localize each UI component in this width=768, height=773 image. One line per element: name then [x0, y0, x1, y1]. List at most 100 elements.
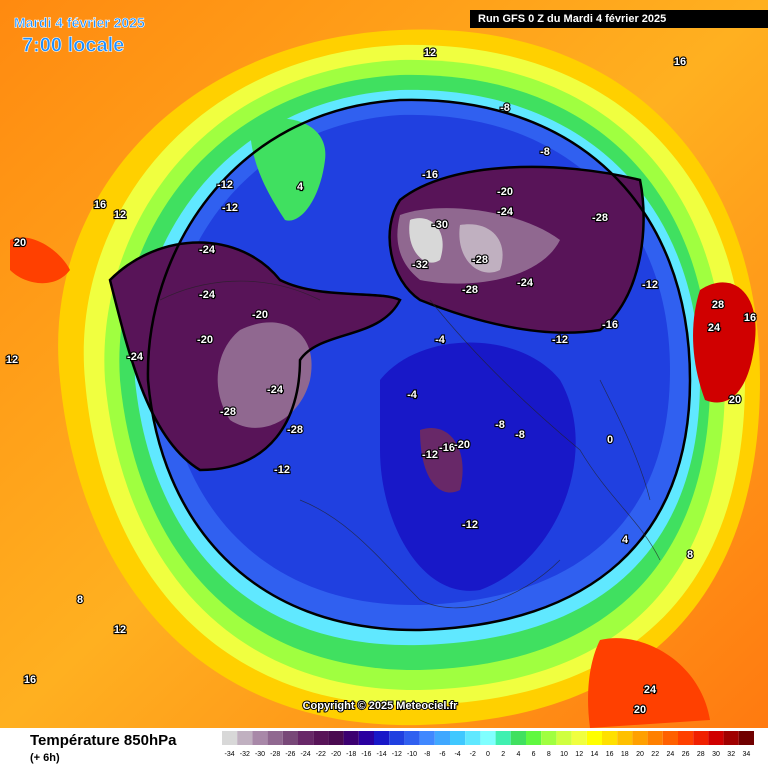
contour-label: -16 [439, 442, 455, 454]
colorbar-label: 28 [697, 751, 705, 758]
contour-label: -12 [274, 464, 290, 476]
colorbar-label: -24 [301, 751, 311, 758]
contour-label: -24 [267, 384, 284, 396]
colorbar-label: -20 [331, 751, 341, 758]
colorbar-swatch [510, 731, 526, 745]
colorbar-label: 16 [606, 751, 614, 758]
contour-label: -8 [515, 429, 525, 441]
colorbar-swatch [237, 731, 253, 745]
contour-label: 16 [744, 312, 756, 324]
colorbar-swatch [602, 731, 618, 745]
contour-label: -12 [642, 279, 658, 291]
contour-label: 12 [114, 209, 126, 221]
colorbar-label: 34 [743, 751, 751, 758]
colorbar-swatch [328, 731, 344, 745]
colorbar-label: -10 [407, 751, 417, 758]
contour-labels: -12-12-24-24-20-24-20-28-24-28-12-16-20-… [5, 46, 757, 717]
contour-label: -28 [220, 406, 236, 418]
contour-label: 4 [622, 534, 629, 546]
contour-label: -4 [435, 334, 446, 346]
colorbar-label: -4 [454, 751, 460, 758]
colorbar-label: 0 [486, 751, 490, 758]
colorbar-label: 4 [516, 751, 520, 758]
contour-label: -28 [287, 424, 303, 436]
colorbar-label: -12 [392, 751, 402, 758]
colorbar-label: 18 [621, 751, 629, 758]
colorbar-label: -8 [424, 751, 430, 758]
colorbar-label: 8 [547, 751, 551, 758]
contour-label: -30 [432, 219, 448, 231]
contour-label: -8 [500, 102, 510, 114]
contour-label: -12 [222, 202, 238, 214]
colorbar-swatch [434, 731, 450, 745]
colorbar-swatch [465, 731, 481, 745]
colorbar-swatch [252, 731, 268, 745]
date-label: Mardi 4 février 2025 [14, 15, 145, 31]
colorbar-label: 24 [667, 751, 675, 758]
contour-label: -20 [497, 186, 513, 198]
colorbar-swatch [282, 731, 298, 745]
contour-label: -4 [407, 389, 418, 401]
time-label: 7:00 locale [22, 34, 124, 56]
contour-label: 12 [114, 624, 126, 636]
contour-label: -24 [517, 277, 534, 289]
contour-label: -28 [592, 212, 608, 224]
colorbar-swatch [450, 731, 466, 745]
copyright: Copyright © 2025 Meteociel.fr [303, 700, 459, 712]
colorbar-swatch [298, 731, 314, 745]
contour-label: -20 [252, 309, 268, 321]
colorbar-swatch [541, 731, 557, 745]
colorbar-swatch [419, 731, 435, 745]
colorbar-swatch [632, 731, 648, 745]
colorbar-label: -18 [346, 751, 356, 758]
colorbar-swatch [647, 731, 663, 745]
colorbar-swatch [571, 731, 587, 745]
contour-label: -20 [454, 439, 470, 451]
colorbar-label: -30 [255, 751, 265, 758]
colorbar-swatch [526, 731, 542, 745]
colorbar-swatch [662, 731, 678, 745]
contour-label: 20 [729, 394, 741, 406]
contour-label: -8 [495, 419, 505, 431]
colorbar-swatch [723, 731, 739, 745]
colorbar-label: 30 [712, 751, 720, 758]
colorbar-label: 6 [532, 751, 536, 758]
colorbar-label: 2 [501, 751, 505, 758]
colorbar-swatch [313, 731, 329, 745]
contour-label: 12 [6, 354, 18, 366]
colorbar-label: -6 [439, 751, 445, 758]
run-label: Run GFS 0 Z du Mardi 4 février 2025 [478, 13, 666, 25]
colorbar-label: 14 [591, 751, 599, 758]
contour-label: -24 [497, 206, 514, 218]
contour-label: -12 [552, 334, 568, 346]
colorbar-swatch [374, 731, 390, 745]
contour-label: -28 [462, 284, 478, 296]
colorbar-label: -32 [240, 751, 250, 758]
colorbar-label: -16 [361, 751, 371, 758]
colorbar-label: 26 [682, 751, 690, 758]
contour-label: -8 [540, 146, 550, 158]
colorbar-swatch [586, 731, 602, 745]
colorbar-swatch [222, 731, 238, 745]
contour-label: -12 [422, 449, 438, 461]
contour-label: -12 [217, 179, 233, 191]
contour-label: 16 [674, 56, 686, 68]
contour-label: 4 [297, 181, 304, 193]
variable-label: Température 850hPa [30, 732, 177, 749]
contour-label: 8 [687, 549, 693, 561]
contour-label: 20 [14, 237, 26, 249]
colorbar-label: 22 [651, 751, 659, 758]
colorbar-swatch [267, 731, 283, 745]
contour-label: -24 [199, 289, 216, 301]
contour-label: 16 [94, 199, 106, 211]
contour-label: 16 [24, 674, 36, 686]
colorbar-label: 20 [636, 751, 644, 758]
colorbar-label: 10 [560, 751, 568, 758]
colorbar-label: -28 [270, 751, 280, 758]
contour-label: 8 [77, 594, 83, 606]
contour-label: -24 [127, 351, 144, 363]
contour-label: 0 [607, 434, 613, 446]
colorbar-label: -22 [316, 751, 326, 758]
colorbar-swatch [389, 731, 405, 745]
